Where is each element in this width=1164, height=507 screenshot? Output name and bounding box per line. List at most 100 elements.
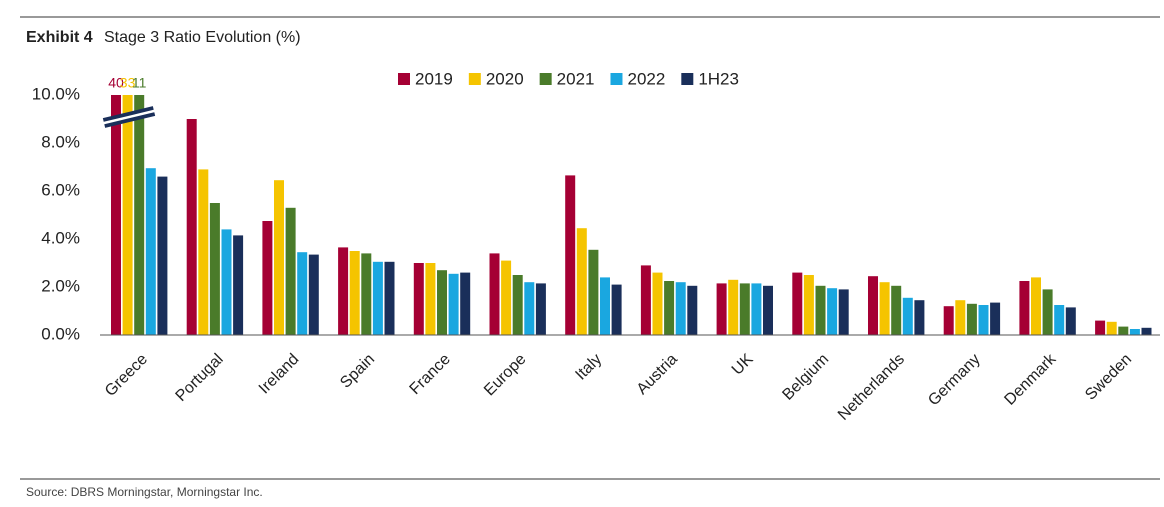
bar (1141, 327, 1152, 335)
chart-title: Stage 3 Ratio Evolution (%) (104, 29, 301, 46)
bar (437, 270, 447, 335)
bar (338, 247, 349, 335)
bar (902, 297, 913, 335)
bar (1054, 305, 1065, 335)
bar (914, 300, 925, 335)
source-note: Source: DBRS Morningstar, Morningstar In… (26, 485, 263, 499)
bar (157, 176, 168, 335)
legend-swatch (398, 73, 410, 85)
bar (600, 277, 610, 335)
bar (687, 285, 698, 335)
data-label: 11 (132, 75, 147, 91)
y-tick-label: 4.0% (41, 228, 80, 247)
bar (1106, 321, 1117, 335)
legend-label: 2021 (557, 69, 595, 88)
legend-label: 1H23 (698, 69, 739, 88)
y-tick-label: 6.0% (41, 180, 80, 199)
x-tick-label: Greece (102, 351, 151, 400)
bar (1129, 329, 1140, 335)
bar (728, 279, 739, 335)
y-tick-label: 0.0% (41, 324, 80, 343)
legend-swatch (468, 73, 481, 85)
bar (763, 285, 773, 335)
legend-label: 2022 (627, 69, 665, 88)
bar (891, 285, 902, 335)
x-tick-label: Sweden (1082, 351, 1135, 404)
bar (186, 119, 197, 335)
bar (198, 169, 209, 335)
bar (1118, 326, 1129, 335)
y-tick-label: 10.0% (32, 84, 80, 103)
bar (990, 302, 1001, 335)
y-tick-label: 2.0% (41, 276, 80, 295)
x-tick-label: Germany (925, 351, 984, 410)
bar (868, 276, 878, 335)
bar (233, 235, 244, 335)
bar (565, 175, 576, 335)
bar (827, 288, 838, 335)
bar (576, 228, 587, 335)
bar (803, 275, 814, 335)
x-tick-label: Portugal (173, 351, 227, 405)
bar (535, 283, 546, 335)
bar (501, 260, 512, 335)
bar (955, 300, 966, 335)
bar (425, 263, 436, 335)
bar (209, 203, 220, 335)
bar (297, 252, 308, 335)
bar (145, 168, 156, 335)
bar (588, 249, 599, 335)
bar (489, 253, 500, 335)
bar (838, 289, 849, 335)
bar (384, 261, 395, 335)
bar (879, 282, 890, 335)
bar (1031, 277, 1041, 335)
bar (978, 305, 989, 335)
exhibit-label: Exhibit 4 (26, 29, 93, 46)
axis-break-gap (101, 109, 157, 125)
bar (943, 306, 954, 335)
bar (751, 283, 762, 335)
bar (1065, 307, 1076, 335)
bar (1019, 281, 1030, 335)
x-tick-label: Belgium (779, 351, 832, 404)
bar (524, 282, 535, 335)
bar (349, 251, 360, 335)
bar (815, 285, 826, 335)
bar (372, 261, 383, 335)
bar (413, 263, 424, 335)
bar (966, 303, 977, 335)
bar (285, 207, 296, 335)
x-tick-label: Italy (572, 351, 605, 384)
bar (448, 273, 459, 335)
x-tick-label: Austria (634, 351, 681, 398)
bar (792, 272, 803, 335)
bar (221, 229, 232, 335)
bar (652, 272, 663, 335)
x-tick-label: UK (729, 351, 757, 379)
legend-swatch (610, 73, 623, 85)
bar (122, 95, 133, 335)
bar (512, 275, 523, 335)
bar (640, 265, 651, 335)
data-label: 33 (120, 75, 136, 91)
bar (611, 284, 622, 335)
y-tick-label: 8.0% (41, 132, 80, 151)
bar (716, 283, 727, 335)
bar (460, 272, 471, 335)
bar (739, 283, 750, 335)
x-tick-label: Netherlands (835, 351, 908, 424)
bar (134, 95, 145, 335)
x-tick-label: Europe (481, 351, 530, 400)
legend-label: 2019 (415, 69, 453, 88)
bar (1042, 289, 1053, 335)
bar (274, 180, 284, 335)
x-tick-label: France (407, 351, 454, 398)
x-tick-label: Denmark (1001, 350, 1060, 409)
bar (361, 253, 372, 335)
bar (262, 221, 273, 335)
bar (111, 95, 121, 335)
bar (308, 254, 319, 335)
x-tick-label: Spain (337, 351, 378, 392)
